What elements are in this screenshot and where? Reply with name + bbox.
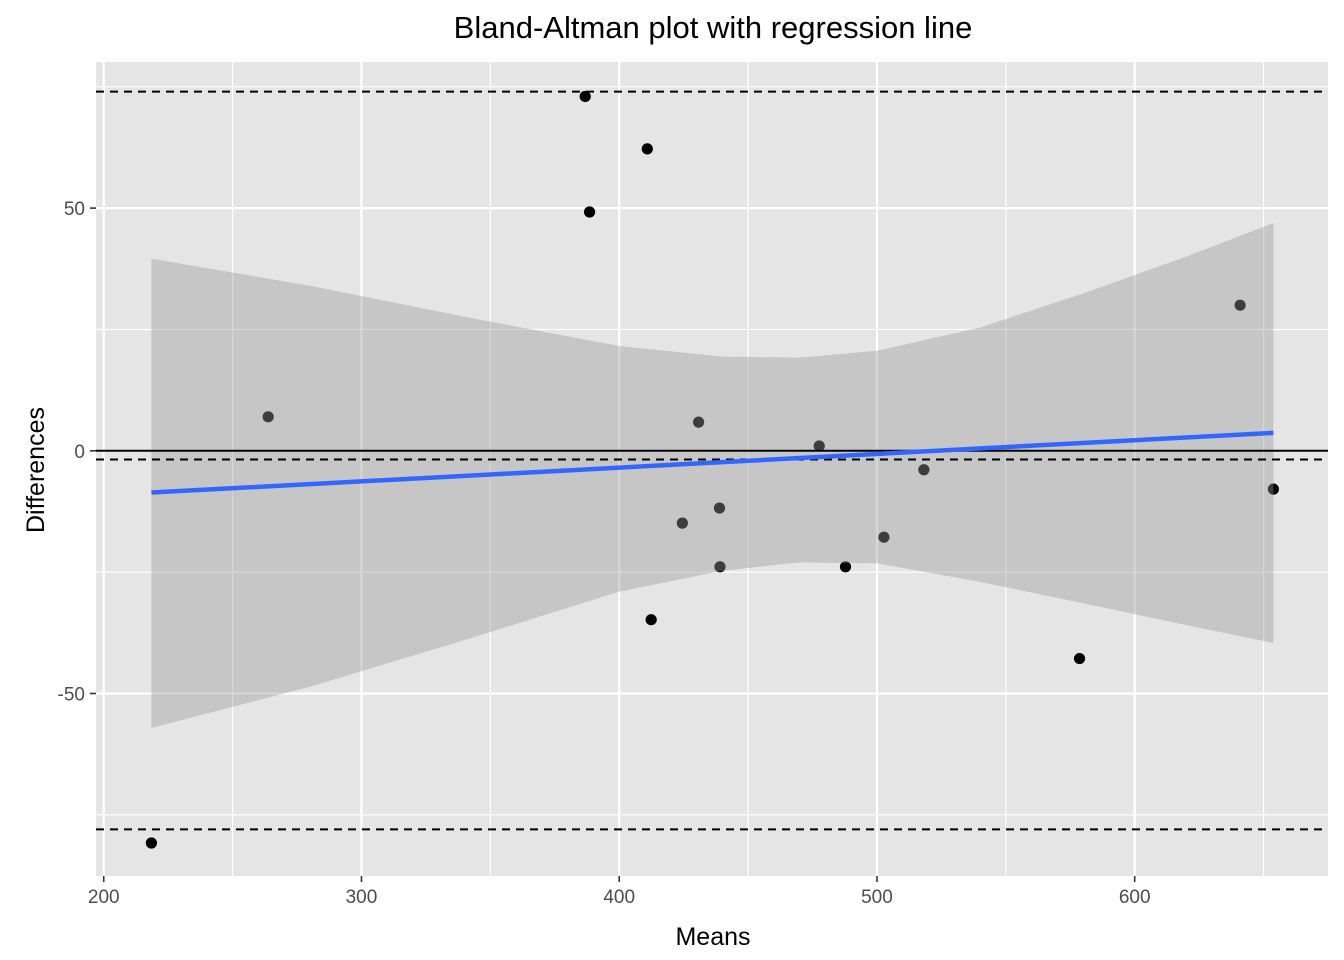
- x-axis-title: Means: [675, 923, 750, 951]
- data-point: [262, 411, 274, 423]
- y-axis-title: Differences: [22, 407, 50, 533]
- data-point: [641, 143, 653, 155]
- data-point: [645, 614, 657, 626]
- regression-line: [151, 430, 1274, 495]
- data-point: [676, 517, 688, 529]
- x-tick-label: 400: [603, 887, 635, 908]
- data-point: [839, 561, 852, 573]
- data-point: [145, 837, 158, 849]
- data-point: [878, 531, 890, 543]
- data-point: [714, 561, 726, 573]
- x-tick-label: 500: [861, 887, 893, 908]
- y-tick-label: 50: [64, 199, 85, 220]
- data-point: [1073, 652, 1086, 665]
- y-tick-label: -50: [58, 684, 85, 705]
- data-point: [583, 206, 596, 218]
- x-tick-label: 600: [1119, 887, 1151, 908]
- chart-title: Bland-Altman plot with regression line: [454, 10, 973, 45]
- y-tick-label: 0: [74, 442, 85, 463]
- data-point: [1267, 483, 1279, 495]
- confidence-band: [151, 223, 1274, 728]
- plot-panel: [96, 62, 1328, 876]
- data-point: [918, 464, 930, 476]
- x-tick-label: 200: [88, 887, 120, 908]
- x-tick-label: 300: [346, 887, 378, 908]
- data-point: [713, 502, 726, 514]
- data-point: [813, 440, 825, 452]
- data-point: [692, 416, 705, 428]
- data-point: [579, 90, 591, 103]
- data-point: [1234, 299, 1246, 311]
